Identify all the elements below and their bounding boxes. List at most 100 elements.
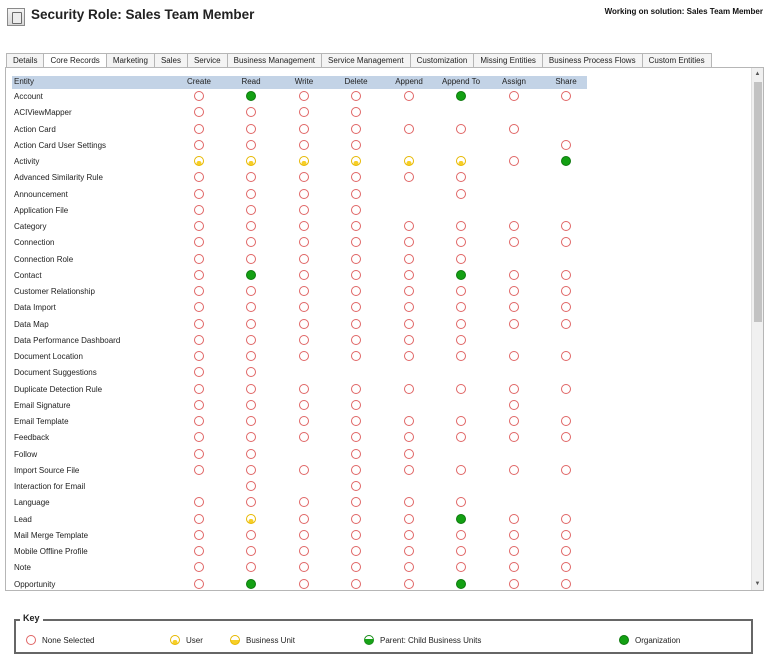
privilege-none-icon[interactable]: [245, 221, 257, 232]
privilege-none-icon[interactable]: [455, 318, 467, 330]
privilege-none-icon[interactable]: [350, 513, 362, 525]
privilege-none-icon[interactable]: [350, 139, 362, 151]
privilege-none-icon[interactable]: [403, 221, 415, 232]
privilege-none-icon[interactable]: [403, 448, 415, 460]
privilege-none-icon[interactable]: [403, 578, 415, 590]
privilege-user-icon[interactable]: [350, 156, 362, 167]
privilege-none-icon[interactable]: [350, 269, 362, 281]
privilege-none-icon[interactable]: [403, 318, 415, 330]
privilege-none-icon[interactable]: [245, 318, 257, 330]
privilege-none-icon[interactable]: [350, 286, 362, 297]
privilege-none-icon[interactable]: [245, 383, 257, 395]
privilege-none-icon[interactable]: [455, 529, 467, 541]
privilege-organization-icon[interactable]: [455, 91, 467, 102]
privilege-none-icon[interactable]: [298, 546, 310, 557]
privilege-none-icon[interactable]: [193, 286, 205, 297]
privilege-none-icon[interactable]: [193, 562, 205, 573]
privilege-none-icon[interactable]: [245, 188, 257, 200]
privilege-none-icon[interactable]: [298, 578, 310, 590]
privilege-none-icon[interactable]: [298, 513, 310, 525]
privilege-organization-icon[interactable]: [455, 578, 467, 590]
privilege-none-icon[interactable]: [298, 529, 310, 541]
privilege-none-icon[interactable]: [508, 383, 520, 395]
privilege-none-icon[interactable]: [455, 334, 467, 346]
privilege-none-icon[interactable]: [245, 237, 257, 248]
privilege-none-icon[interactable]: [298, 107, 310, 118]
privilege-none-icon[interactable]: [350, 481, 362, 492]
privilege-organization-icon[interactable]: [245, 91, 257, 102]
privilege-none-icon[interactable]: [193, 221, 205, 232]
privilege-none-icon[interactable]: [560, 529, 572, 541]
privilege-none-icon[interactable]: [298, 123, 310, 135]
privilege-none-icon[interactable]: [193, 383, 205, 395]
privilege-none-icon[interactable]: [560, 269, 572, 281]
privilege-none-icon[interactable]: [298, 172, 310, 183]
privilege-none-icon[interactable]: [560, 237, 572, 248]
privilege-none-icon[interactable]: [193, 107, 205, 118]
tab-details[interactable]: Details: [6, 53, 45, 68]
privilege-none-icon[interactable]: [455, 351, 467, 362]
privilege-none-icon[interactable]: [508, 416, 520, 427]
privilege-none-icon[interactable]: [193, 367, 205, 378]
privilege-none-icon[interactable]: [245, 367, 257, 378]
privilege-none-icon[interactable]: [455, 464, 467, 476]
privilege-none-icon[interactable]: [245, 432, 257, 443]
privilege-organization-icon[interactable]: [560, 156, 572, 167]
privilege-none-icon[interactable]: [245, 546, 257, 557]
privilege-none-icon[interactable]: [560, 513, 572, 525]
privilege-none-icon[interactable]: [455, 497, 467, 508]
tab-custom-entities[interactable]: Custom Entities: [641, 53, 712, 68]
privilege-none-icon[interactable]: [298, 334, 310, 346]
privilege-none-icon[interactable]: [560, 383, 572, 395]
privilege-none-icon[interactable]: [508, 464, 520, 476]
privilege-none-icon[interactable]: [455, 221, 467, 232]
privilege-none-icon[interactable]: [560, 432, 572, 443]
privilege-none-icon[interactable]: [455, 172, 467, 183]
privilege-none-icon[interactable]: [350, 497, 362, 508]
privilege-none-icon[interactable]: [560, 351, 572, 362]
privilege-none-icon[interactable]: [298, 204, 310, 216]
privilege-none-icon[interactable]: [455, 237, 467, 248]
tab-missing-entities[interactable]: Missing Entities: [473, 53, 543, 68]
privilege-none-icon[interactable]: [193, 253, 205, 265]
vertical-scrollbar[interactable]: ▲ ▼: [751, 68, 763, 590]
tab-business-process-flows[interactable]: Business Process Flows: [541, 53, 643, 68]
privilege-none-icon[interactable]: [193, 269, 205, 281]
privilege-none-icon[interactable]: [193, 578, 205, 590]
privilege-none-icon[interactable]: [350, 253, 362, 265]
privilege-none-icon[interactable]: [193, 432, 205, 443]
privilege-none-icon[interactable]: [560, 416, 572, 427]
privilege-none-icon[interactable]: [350, 578, 362, 590]
privilege-none-icon[interactable]: [245, 481, 257, 492]
privilege-none-icon[interactable]: [403, 91, 415, 102]
privilege-none-icon[interactable]: [560, 91, 572, 102]
tab-core-records[interactable]: Core Records: [43, 53, 107, 69]
privilege-none-icon[interactable]: [455, 416, 467, 427]
privilege-none-icon[interactable]: [508, 269, 520, 281]
privilege-none-icon[interactable]: [508, 123, 520, 135]
privilege-none-icon[interactable]: [403, 269, 415, 281]
privilege-none-icon[interactable]: [298, 464, 310, 476]
scroll-down-arrow-icon[interactable]: ▼: [754, 581, 761, 587]
privilege-none-icon[interactable]: [455, 286, 467, 297]
privilege-user-icon[interactable]: [455, 156, 467, 167]
privilege-none-icon[interactable]: [193, 513, 205, 525]
privilege-none-icon[interactable]: [508, 156, 520, 167]
privilege-none-icon[interactable]: [193, 204, 205, 216]
tab-sales[interactable]: Sales: [153, 53, 188, 68]
privilege-none-icon[interactable]: [193, 188, 205, 200]
privilege-none-icon[interactable]: [508, 351, 520, 362]
privilege-none-icon[interactable]: [245, 351, 257, 362]
privilege-none-icon[interactable]: [193, 302, 205, 313]
privilege-user-icon[interactable]: [298, 156, 310, 167]
privilege-none-icon[interactable]: [245, 562, 257, 573]
tab-service[interactable]: Service: [186, 53, 228, 68]
privilege-none-icon[interactable]: [245, 416, 257, 427]
privilege-none-icon[interactable]: [508, 546, 520, 557]
privilege-none-icon[interactable]: [298, 399, 310, 411]
privilege-none-icon[interactable]: [403, 529, 415, 541]
privilege-none-icon[interactable]: [455, 562, 467, 573]
tab-business-management[interactable]: Business Management: [226, 53, 323, 68]
privilege-user-icon[interactable]: [403, 156, 415, 167]
privilege-none-icon[interactable]: [508, 221, 520, 232]
